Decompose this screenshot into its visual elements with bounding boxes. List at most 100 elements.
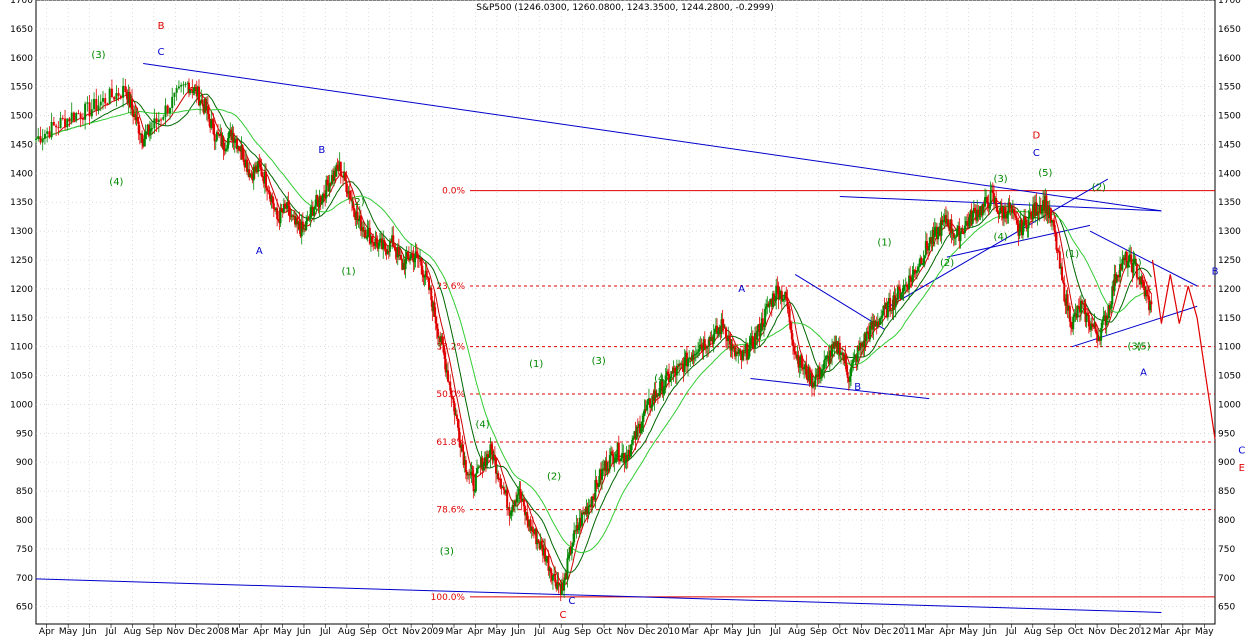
candle-body: [131, 99, 134, 110]
candle-body: [164, 105, 167, 118]
candle-body: [627, 450, 630, 460]
x-tick-label: Nov: [617, 627, 635, 636]
candle-body: [1049, 208, 1052, 223]
candle-body: [354, 216, 357, 220]
candle-body: [392, 235, 395, 247]
candle-body: [550, 572, 553, 581]
candle-body: [457, 418, 460, 428]
x-tick-label: Jun: [510, 627, 525, 636]
candle-body: [992, 193, 995, 203]
x-tick-label: Aug: [552, 627, 570, 636]
candle-body: [832, 344, 835, 349]
candle-body: [1109, 305, 1112, 309]
candle-body: [570, 546, 573, 554]
y-tick-label-right: 1650: [1218, 25, 1241, 35]
candle-body: [864, 333, 867, 341]
candle-body: [64, 118, 67, 128]
candle-body: [500, 487, 503, 489]
candle-body: [857, 346, 860, 351]
candle-body: [1105, 315, 1108, 326]
y-tick-label-right: 800: [1218, 516, 1235, 526]
candle-body: [1093, 322, 1096, 328]
candle-body: [134, 113, 137, 121]
candle-body: [126, 95, 129, 104]
x-tick-label: Jun: [296, 627, 311, 636]
candle-body: [947, 219, 950, 227]
candle-body: [99, 101, 102, 106]
x-tick-label: Apr: [39, 627, 55, 636]
candle-body: [232, 132, 235, 143]
candle-body: [294, 215, 297, 225]
y-tick-label-left: 1650: [10, 25, 33, 35]
candle-body: [856, 346, 859, 362]
candle-body: [546, 555, 549, 559]
candle-body: [463, 460, 466, 466]
candle-body: [767, 303, 770, 307]
wave-label-blue: A: [256, 246, 263, 257]
candle-body: [1083, 303, 1086, 305]
y-tick-label-left: 750: [16, 545, 33, 555]
candle-body: [1071, 327, 1074, 330]
candle-body: [798, 365, 801, 368]
candle-body: [190, 89, 193, 91]
candle-body: [459, 440, 462, 448]
candle-body: [714, 325, 717, 330]
candle-body: [765, 306, 768, 309]
candle-body: [656, 394, 659, 396]
y-tick-label-left: 1100: [10, 343, 33, 353]
candle-body: [1034, 202, 1037, 216]
candle-body: [1096, 334, 1099, 341]
candle-body: [837, 342, 840, 354]
wave-label-blue: A: [738, 284, 745, 295]
candle-body: [683, 357, 686, 372]
y-tick-label-right: 1600: [1218, 54, 1241, 64]
candle-body: [321, 193, 324, 202]
candle-body: [711, 337, 714, 344]
candle-body: [831, 344, 834, 357]
candle-body: [153, 118, 156, 129]
candle-body: [366, 228, 369, 238]
candle-body: [822, 369, 825, 371]
candle-body: [1091, 323, 1094, 326]
candle-body: [266, 187, 269, 191]
candle-body: [1000, 207, 1003, 212]
candle-body: [539, 541, 542, 549]
wave-label-blue: B: [1212, 266, 1219, 277]
candle-body: [982, 203, 985, 207]
candle-body: [166, 105, 169, 114]
candle-body: [195, 87, 198, 97]
candle-body: [420, 258, 423, 266]
candle-body: [630, 444, 633, 456]
candle-body: [912, 269, 915, 275]
candle-body: [906, 286, 909, 290]
candle-body: [113, 96, 116, 100]
x-tick-label: 2010: [657, 627, 680, 636]
candle-body: [108, 88, 111, 104]
candle-body: [699, 344, 702, 350]
candle-body: [1115, 275, 1118, 283]
x-tick-label: Aug: [338, 627, 356, 636]
wave-label-red: E: [1239, 463, 1245, 474]
candle-body: [1037, 212, 1040, 214]
candle-body: [1026, 228, 1029, 230]
candle-body: [652, 395, 655, 401]
candle-body: [1001, 211, 1004, 219]
candle-body: [277, 219, 280, 221]
candle-body: [1149, 301, 1152, 311]
candle-body: [474, 473, 477, 492]
wave-label-red: B: [158, 21, 165, 32]
candle-body: [954, 236, 957, 238]
candle-body: [377, 242, 380, 249]
candle-body: [738, 349, 741, 352]
wave-label-green: (4): [109, 177, 123, 188]
candle-body: [977, 209, 980, 218]
candle-body: [532, 532, 535, 534]
candle-body: [559, 584, 562, 595]
candle-body: [551, 575, 554, 581]
candle-body: [961, 228, 964, 233]
candle-body: [614, 457, 617, 462]
candle-body: [171, 96, 174, 108]
candle-body: [1011, 209, 1014, 213]
candle-body: [211, 119, 214, 121]
x-tick-label: Jun: [982, 627, 997, 636]
